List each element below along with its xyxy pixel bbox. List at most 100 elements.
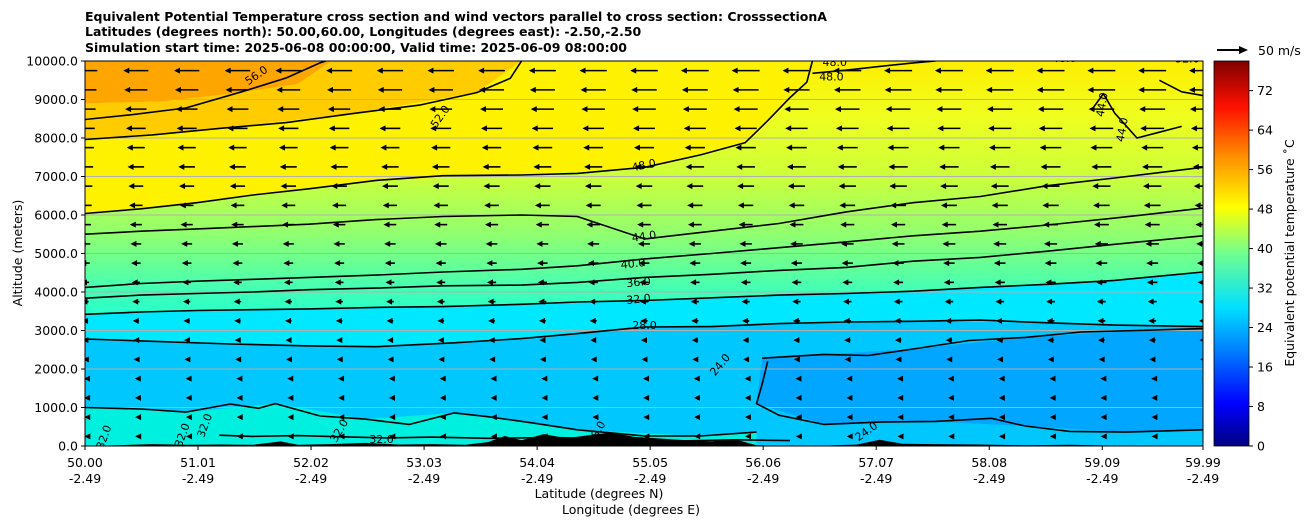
wind-vector xyxy=(377,86,403,93)
x-tick-label-lat: 55.05 xyxy=(632,455,668,470)
wind-vector xyxy=(785,125,808,132)
y-tick-label: 2000.0 xyxy=(34,362,78,377)
wind-vector xyxy=(740,260,752,267)
wind-vector xyxy=(934,67,963,74)
wind-vector xyxy=(535,221,549,228)
wind-vector xyxy=(995,298,1005,305)
x-axis-label-latitude: Latitude (degrees N) xyxy=(535,486,664,501)
wind-vector xyxy=(637,240,651,247)
wind-vector xyxy=(590,356,597,363)
wind-vector xyxy=(993,240,1007,247)
wind-vector xyxy=(1199,338,1203,342)
y-tick-label: 9000.0 xyxy=(34,92,78,107)
wind-vector xyxy=(384,260,395,267)
x-tick-label-lon: -2.49 xyxy=(634,471,666,486)
wind-vector xyxy=(583,144,604,151)
wind-vector xyxy=(385,279,395,286)
contour-label: 52.0 xyxy=(1175,53,1200,66)
colorbar-tick-label: 16 xyxy=(1257,360,1273,375)
contour-line-layer xyxy=(85,61,1203,442)
colorbar-tick-label: 72 xyxy=(1257,83,1273,98)
wind-vector xyxy=(334,260,345,267)
wind-vector xyxy=(988,125,1012,132)
wind-vector xyxy=(489,356,496,363)
wind-vector xyxy=(989,144,1011,151)
wind-vector xyxy=(1037,106,1064,113)
wind-vector xyxy=(689,260,701,267)
wind-vector xyxy=(744,414,751,421)
wind-vector xyxy=(1194,202,1203,209)
wind-vector xyxy=(1200,357,1203,361)
wind-vector xyxy=(643,414,650,421)
wind-vector xyxy=(184,356,191,363)
wind-vector xyxy=(231,240,243,247)
wind-vector xyxy=(125,106,147,113)
wind-vector xyxy=(437,337,444,344)
contour-line-32.0 xyxy=(85,271,1203,316)
wind-vector xyxy=(327,106,351,113)
wind-vector xyxy=(1143,202,1161,209)
wind-vector xyxy=(943,260,955,267)
wind-vector xyxy=(338,375,345,382)
wind-vector xyxy=(85,69,98,72)
wind-vector xyxy=(434,221,448,228)
wind-vector xyxy=(539,337,546,344)
wind-vector xyxy=(1091,163,1112,170)
wind-vector xyxy=(434,240,447,247)
wind-vector xyxy=(1100,375,1107,382)
wind-vector xyxy=(846,433,853,440)
wind-vector xyxy=(834,106,860,113)
wind-vector xyxy=(687,221,702,228)
wind-vector xyxy=(178,163,195,170)
wind-vector xyxy=(330,163,348,170)
y-tick-label: 5000.0 xyxy=(34,246,78,261)
wind-vector xyxy=(235,356,242,363)
wind-vector xyxy=(1095,260,1108,267)
contour-label: 48.0 xyxy=(819,70,844,83)
wind-vector xyxy=(835,125,859,132)
contour-label: 44.0 xyxy=(631,228,657,244)
wind-vector xyxy=(233,298,242,305)
wind-vector xyxy=(536,240,549,247)
wind-vector xyxy=(791,279,802,286)
wind-vector xyxy=(534,183,551,190)
wind-vector xyxy=(1195,221,1203,228)
wind-vector xyxy=(736,163,755,170)
wind-vector xyxy=(1144,221,1160,228)
wind-vector xyxy=(745,433,752,440)
wind-vector xyxy=(694,414,701,421)
x-tick-label-lon: -2.49 xyxy=(69,471,101,486)
wind-vector xyxy=(686,183,704,190)
wind-vector xyxy=(1093,221,1109,228)
wind-vector xyxy=(999,433,1006,440)
wind-vector xyxy=(285,337,292,344)
wind-vector xyxy=(787,163,806,170)
wind-vector xyxy=(740,279,751,286)
wind-vector xyxy=(884,86,912,93)
wind-vector xyxy=(275,67,302,74)
y-axis-ticks: 0.0 1000.0 2000.0 3000.0 4000.0 5000.0 6000.0 7… xyxy=(26,54,85,454)
wind-vector xyxy=(1198,299,1203,304)
wind-vector xyxy=(1141,144,1164,151)
wind-vector xyxy=(539,356,546,363)
wind-vector xyxy=(581,106,605,113)
x-tick-label-lon: -2.49 xyxy=(747,471,779,486)
contour-label: 36.0 xyxy=(626,275,652,290)
x-tick-label-lon: -2.49 xyxy=(521,471,553,486)
wind-vector xyxy=(439,375,446,382)
wind-vector xyxy=(580,86,606,93)
wind-vector xyxy=(1039,144,1062,151)
wind-vector xyxy=(383,221,397,228)
colorbar-tick-label: 24 xyxy=(1257,320,1273,335)
wind-vector xyxy=(338,394,345,401)
contour-line-24.0 xyxy=(762,327,1203,359)
x-tick-label-lat: 59.99 xyxy=(1185,455,1221,470)
wind-vector xyxy=(224,67,251,74)
wind-vector xyxy=(948,414,955,421)
wind-vector xyxy=(478,67,505,74)
wind-vector xyxy=(125,125,146,132)
wind-vector xyxy=(1151,414,1158,421)
wind-vector xyxy=(887,144,909,151)
wind-vector xyxy=(332,221,346,228)
wind-vector xyxy=(490,394,497,401)
